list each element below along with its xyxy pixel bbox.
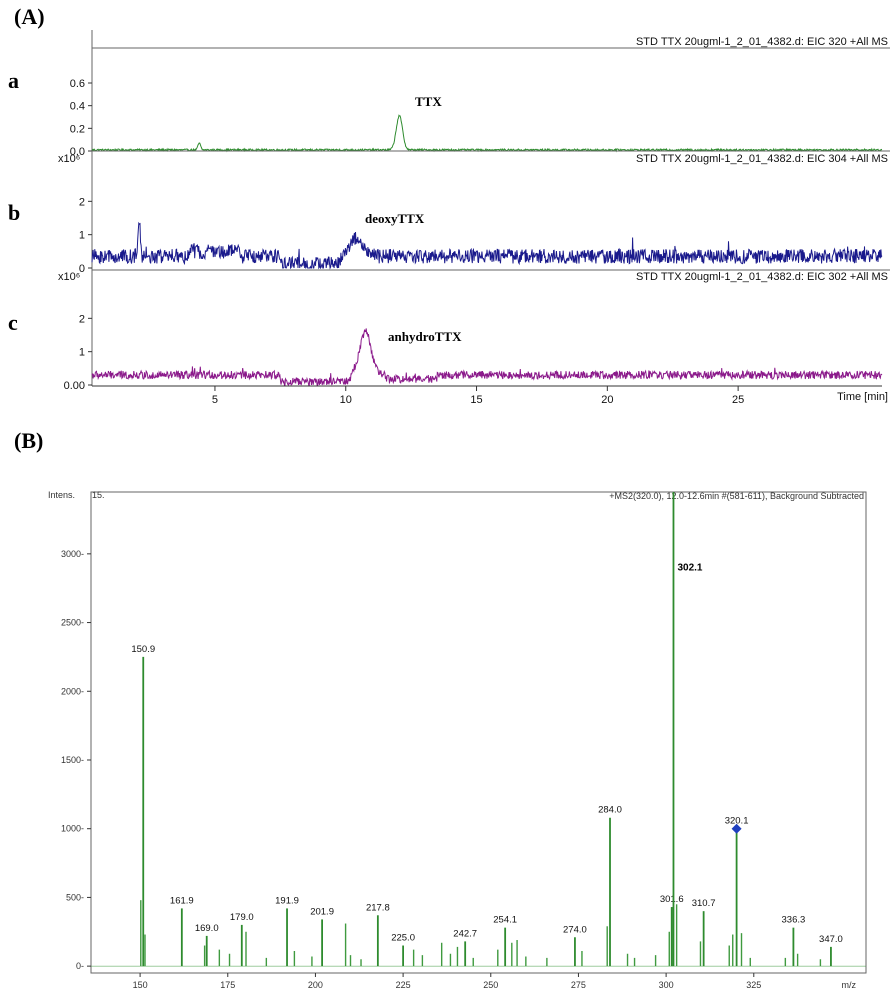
ms2-precursor-marker-group xyxy=(731,823,742,834)
ms2-peak-label-169.0: 169.0 xyxy=(195,923,219,934)
ms2-peak-label-191.9: 191.9 xyxy=(275,895,299,906)
time-tick-label-10: 10 xyxy=(340,394,352,406)
ms2-x-tick-label-325: 325 xyxy=(746,980,761,990)
ms2-x-axis-label: m/z xyxy=(842,980,857,990)
chromatogram-b-trace-group xyxy=(91,221,883,270)
ms2-x-tick-label-200: 200 xyxy=(308,980,323,990)
chromatogram-a-peak-label: TTX xyxy=(415,94,442,109)
chromatogram-c-header: STD TTX 20ugml-1_2_01_4382.d: EIC 302 +A… xyxy=(636,271,888,283)
chromatogram-c-trace xyxy=(91,328,883,386)
chromatogram-c-letter: c xyxy=(8,310,18,335)
ms2-x-tick-label-300: 300 xyxy=(659,980,674,990)
y-tick-label-b-0: 0 xyxy=(79,263,85,275)
chromatogram-c-trace-group xyxy=(91,328,883,386)
chromatogram-c: STD TTX 20ugml-1_2_01_4382.d: EIC 302 +A… xyxy=(8,269,890,392)
ms2-y-axis-suffix: 15. xyxy=(92,490,105,500)
ms2-header: +MS2(320.0), 12.0-12.6min #(581-611), Ba… xyxy=(609,491,864,501)
y-tick-label-a-1: 0.2 xyxy=(70,123,85,135)
ms2-x-tick-label-175: 175 xyxy=(220,980,235,990)
ms2-peak-label-201.9: 201.9 xyxy=(310,906,334,917)
chromatogram-b-trace xyxy=(91,221,883,270)
ms2-peak-label-301.6: 301.6 xyxy=(660,894,684,905)
time-axis-label: Time [min] xyxy=(837,391,888,403)
chromatogram-a: STD TTX 20ugml-1_2_01_4382.d: EIC 320 +A… xyxy=(8,30,890,158)
ms2-peak-label-274.0: 274.0 xyxy=(563,924,587,935)
chromatogram-a-trace-group xyxy=(91,114,883,153)
chromatogram-b-y-ticks: 0 1 2 xyxy=(79,196,92,275)
chromatogram-a-trace xyxy=(91,114,883,153)
time-tick-label-20: 20 xyxy=(601,394,613,406)
chromatogram-c-y-ticks: 0.00 1 2 xyxy=(64,313,92,392)
ms2-y-tick-label-500: 500- xyxy=(66,892,84,902)
ms2-peak-label-179.0: 179.0 xyxy=(230,912,254,923)
chromatogram-b-multiplier: x10⁶ xyxy=(58,153,80,165)
ms2-y-tick-label-2500: 2500- xyxy=(61,618,84,628)
precursor-marker-icon xyxy=(731,823,742,834)
ms2-spectrum: Intens. 15. +MS2(320.0), 12.0-12.6min #(… xyxy=(48,490,867,990)
ms2-peak-label-254.1: 254.1 xyxy=(493,915,517,926)
ms2-peak-label-150.9: 150.9 xyxy=(131,644,155,655)
ms2-x-tick-label-275: 275 xyxy=(571,980,586,990)
ms2-peak-label-347.0: 347.0 xyxy=(819,934,843,945)
ms2-peak-label-310.7: 310.7 xyxy=(692,898,716,909)
y-tick-label-b-1: 1 xyxy=(79,230,85,242)
ms2-x-tick-label-150: 150 xyxy=(133,980,148,990)
ms2-y-tick-label-1000: 1000- xyxy=(61,824,84,834)
y-tick-label-b-2: 2 xyxy=(79,196,85,208)
y-tick-label-c-2: 2 xyxy=(79,313,85,325)
ms2-peak-label-336.3: 336.3 xyxy=(782,915,806,926)
ms2-peak-label-320.1: 320.1 xyxy=(725,816,749,827)
ms2-peak-label-217.8: 217.8 xyxy=(366,902,390,913)
panel-a-label: (A) xyxy=(14,4,45,29)
chromatogram-c-multiplier: x10⁶ xyxy=(58,271,80,283)
y-tick-label-a-3: 0.6 xyxy=(70,78,85,90)
y-tick-label-a-0: 0.0 xyxy=(70,146,85,158)
time-tick-label-25: 25 xyxy=(732,394,744,406)
ms2-x-tick-label-250: 250 xyxy=(483,980,498,990)
ms2-y-ticks: 0- 500- 1000- 1500- 2000- 2500- 3000- xyxy=(61,549,91,971)
ms2-x-ticks: 150 175 200 225 250 275 300 325 xyxy=(133,973,761,990)
ms2-y-tick-label-0: 0- xyxy=(76,961,84,971)
chromatogram-a-y-ticks: 0.0 0.2 0.4 0.6 xyxy=(70,78,92,158)
ms2-y-axis-label: Intens. xyxy=(48,490,75,500)
chromatogram-a-letter: a xyxy=(8,68,19,93)
chromatogram-a-header: STD TTX 20ugml-1_2_01_4382.d: EIC 320 +A… xyxy=(636,36,888,48)
ms2-y-tick-label-2000: 2000- xyxy=(61,686,84,696)
chromatogram-b: STD TTX 20ugml-1_2_01_4382.d: EIC 304 +A… xyxy=(8,150,890,275)
chromatogram-b-header: STD TTX 20ugml-1_2_01_4382.d: EIC 304 +A… xyxy=(636,153,888,165)
time-x-ticks: 5 10 15 20 25 xyxy=(212,386,744,406)
ms2-peak-label-161.9: 161.9 xyxy=(170,895,194,906)
y-tick-label-a-2: 0.4 xyxy=(70,101,85,113)
ms2-plot-frame xyxy=(90,491,867,974)
time-tick-label-5: 5 xyxy=(212,394,218,406)
chromatogram-b-peak-label: deoxyTTX xyxy=(365,211,425,226)
y-tick-label-c-1: 1 xyxy=(79,347,85,359)
chromatogram-b-letter: b xyxy=(8,200,20,225)
ms2-x-tick-label-225: 225 xyxy=(396,980,411,990)
ms2-peak-label-242.7: 242.7 xyxy=(453,928,477,939)
panel-b-label: (B) xyxy=(14,428,43,453)
ms2-y-tick-label-1500: 1500- xyxy=(61,755,84,765)
ms2-peak-label-302.1: 302.1 xyxy=(677,562,702,573)
ms2-y-tick-label-3000: 3000- xyxy=(61,549,84,559)
chromatogram-c-peak-label: anhydroTTX xyxy=(388,329,462,344)
ms2-peak-label-284.0: 284.0 xyxy=(598,805,622,816)
ms2-labeled-peaks: 150.9 161.9 169.0 179.0 191.9 201.9 217.8 225.0… xyxy=(131,492,843,967)
ms2-peak-label-225.0: 225.0 xyxy=(391,933,415,944)
time-tick-label-15: 15 xyxy=(470,394,482,406)
y-tick-label-c-0: 0.00 xyxy=(64,380,85,392)
